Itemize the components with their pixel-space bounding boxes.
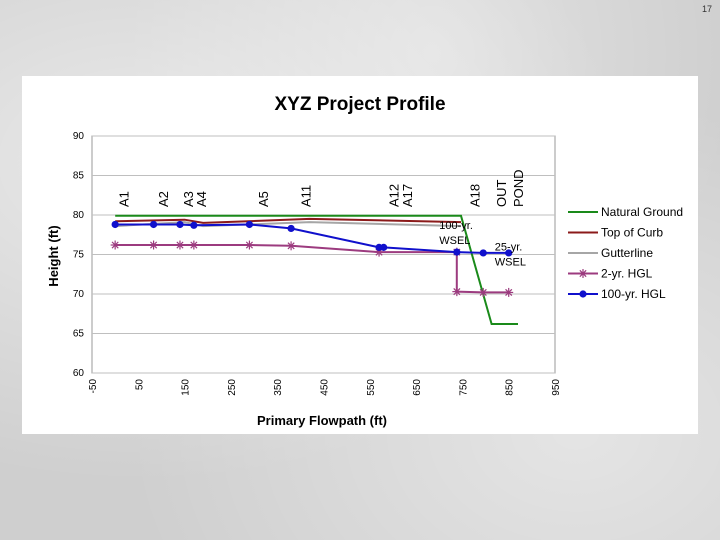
x-tick-label: 150: [181, 379, 192, 396]
legend-marker: [579, 290, 587, 298]
data-point-star: [189, 240, 199, 250]
star-stroke: [190, 241, 198, 249]
x-tick-label: 250: [227, 379, 238, 396]
data-point: [111, 220, 119, 229]
x-tick-label: 50: [134, 379, 145, 391]
y-tick-label: 75: [73, 250, 85, 261]
data-point: [176, 220, 184, 229]
data-point-star: [175, 240, 185, 250]
page-number: 17: [701, 4, 712, 14]
data-point-star: [244, 240, 254, 250]
station-label: POND: [511, 169, 526, 207]
series-line: [115, 214, 518, 325]
station-label: A3: [181, 191, 196, 207]
data-point: [479, 249, 487, 257]
y-tick-label: 60: [73, 368, 85, 379]
data-point: [453, 248, 461, 256]
legend-label: Gutterline: [601, 246, 653, 260]
x-tick-label: -50: [88, 379, 99, 394]
data-point-star: [504, 287, 514, 297]
station-label: A18: [467, 184, 482, 207]
station-label: A4: [194, 191, 209, 207]
x-tick-label: 950: [551, 379, 562, 396]
legend-label: Natural Ground: [601, 205, 683, 219]
data-point-star: [110, 240, 120, 250]
legend-label: 2-yr. HGL: [601, 267, 653, 281]
x-tick-label: 550: [366, 379, 377, 396]
legend-label: 100-yr. HGL: [601, 287, 666, 301]
star-stroke: [479, 288, 487, 296]
star-stroke: [505, 288, 513, 296]
station-label: A12: [386, 184, 401, 207]
station-label: A11: [298, 185, 313, 207]
data-point-star: [452, 287, 462, 297]
y-tick-label: 70: [73, 289, 85, 300]
x-axis-title: Primary Flowpath (ft): [257, 413, 387, 428]
data-point-star: [286, 241, 296, 251]
x-tick-label: 850: [505, 379, 516, 396]
x-tick-label: 750: [458, 379, 469, 396]
y-tick-label: 65: [73, 329, 85, 340]
station-label: A2: [156, 191, 171, 207]
star-stroke: [579, 269, 587, 278]
star-stroke: [287, 242, 295, 250]
y-axis-title: Height (ft): [46, 225, 61, 286]
data-point-star: [478, 287, 488, 297]
annotation-text: 100-yr.: [439, 220, 473, 232]
annotation-text: WSEL: [439, 235, 470, 247]
series-line: [115, 217, 462, 224]
data-point: [380, 243, 388, 251]
y-tick-label: 90: [73, 131, 85, 142]
data-point: [245, 220, 254, 229]
station-label: A5: [256, 191, 271, 207]
star-stroke: [245, 241, 253, 249]
y-tick-label: 80: [73, 210, 85, 221]
data-point-star: [149, 240, 159, 250]
annotation-text: 25-yr.: [495, 242, 523, 254]
x-tick-label: 350: [273, 379, 284, 396]
x-tick-label: 650: [412, 379, 423, 396]
legend-label: Top of Curb: [601, 226, 663, 240]
data-point: [149, 220, 158, 229]
data-point-star: [578, 269, 588, 278]
data-point: [190, 221, 198, 229]
star-stroke: [150, 241, 158, 249]
station-label: A1: [116, 191, 131, 207]
x-tick-label: 450: [320, 379, 331, 396]
y-tick-label: 85: [73, 171, 85, 182]
annotation-text: WSEL: [495, 257, 526, 269]
chart-title: XYZ Project Profile: [274, 94, 445, 115]
station-label: OUT: [494, 180, 509, 208]
star-stroke: [453, 288, 461, 296]
data-point: [287, 224, 295, 233]
star-stroke: [111, 241, 119, 249]
data-point: [505, 249, 513, 257]
star-stroke: [176, 241, 184, 249]
station-label: A17: [400, 184, 415, 207]
